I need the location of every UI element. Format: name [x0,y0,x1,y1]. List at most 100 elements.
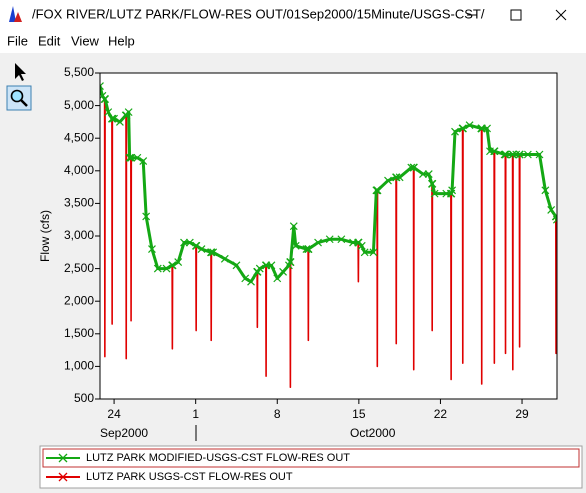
point-marker [407,163,416,172]
point-marker [286,258,295,267]
point-marker [247,277,255,286]
point-marker [337,235,346,244]
point-marker [192,241,201,250]
x-tick-label: 22 [434,407,448,421]
point-marker [279,267,288,276]
point-marker [142,212,151,221]
point-marker [369,248,378,257]
point-marker [373,186,382,195]
point-marker [459,124,467,133]
point-marker [289,222,298,231]
point-marker [424,170,433,178]
point-marker [255,264,264,273]
point-marker [515,150,524,159]
y-tick-label: 3,000 [64,228,94,242]
point-marker [168,261,177,270]
x-tick-label: 15 [352,407,366,421]
point-marker [185,238,194,247]
point-marker [428,179,437,188]
legend-label[interactable]: LUTZ PARK MODIFIED-USGS-CST FLOW-RES OUT [86,452,350,464]
y-tick-label: 5,500 [64,65,94,79]
point-marker [392,173,401,182]
legend-marker [58,453,68,463]
point-marker [490,147,499,156]
point-marker [110,114,119,123]
point-marker [207,248,216,257]
maximize-button[interactable] [510,9,522,21]
point-marker [465,121,474,130]
series [100,82,557,286]
point-marker [241,274,250,283]
point-marker [509,150,517,159]
point-marker [410,163,418,172]
point-marker [101,95,110,104]
point-marker [512,150,521,159]
point-marker [127,153,136,162]
point-marker [232,261,241,270]
point-marker [220,254,229,263]
point-marker [267,261,276,270]
menu-item[interactable]: Edit [38,33,61,48]
point-marker [395,173,404,182]
plot-layer [100,82,557,389]
legend-selection [42,448,580,468]
point-marker [133,153,142,162]
point-marker [451,127,459,136]
point-marker [125,153,134,162]
point-marker [448,186,457,195]
y-tick-label: 2,000 [64,293,94,307]
point-marker [547,205,556,214]
point-marker [304,245,313,253]
point-marker [100,82,104,90]
point-marker [180,238,188,247]
y-axis-label: Flow (cfs) [38,210,52,262]
point-marker [325,235,334,244]
title-bar [0,0,586,30]
point-marker [501,150,510,159]
point-marker [357,241,366,250]
y-tick-label: 3,500 [64,196,94,210]
point-marker [162,264,171,273]
app-icon [9,6,22,22]
x-group-label: Sep2000 [100,426,148,440]
point-marker [148,245,156,253]
x-tick-label: 1 [192,407,199,421]
x-group-label: Oct2000 [350,426,396,440]
menu-item[interactable]: View [71,33,100,48]
plot-area [100,73,557,399]
point-marker [108,114,117,123]
legend-marker [58,472,68,482]
point-marker [104,108,113,117]
menu-item[interactable]: File [7,33,28,48]
point-marker [209,248,218,257]
menu-bar [0,30,586,53]
y-tick-label: 4,500 [64,130,94,144]
close-button[interactable] [555,9,567,21]
x-tick-label: 29 [515,407,529,421]
point-marker [139,157,148,165]
point-marker [124,108,133,117]
y-tick-label: 5,000 [64,98,94,112]
point-marker [430,189,439,198]
y-tick-label: 500 [74,391,94,405]
zoom-tool[interactable] [6,85,32,111]
point-marker [302,245,311,253]
point-marker [197,245,206,253]
window-title: /FOX RIVER/LUTZ PARK/FLOW-RES OUT/01Sep2… [32,6,485,21]
menu-item[interactable]: Help [108,33,135,48]
point-marker [153,264,162,273]
y-tick-label: 2,500 [64,261,94,275]
point-marker [174,258,183,267]
point-marker [273,274,282,283]
pointer-tool[interactable] [7,59,31,83]
point-marker [535,150,544,159]
x-tick-label: 8 [274,407,281,421]
y-tick-label: 4,000 [64,163,94,177]
point-marker [419,170,427,178]
y-tick-label: 1,000 [64,359,94,373]
legend-label[interactable]: LUTZ PARK USGS-CST FLOW-RES OUT [86,471,293,483]
point-marker [314,238,322,247]
y-tick-label: 1,500 [64,326,94,340]
